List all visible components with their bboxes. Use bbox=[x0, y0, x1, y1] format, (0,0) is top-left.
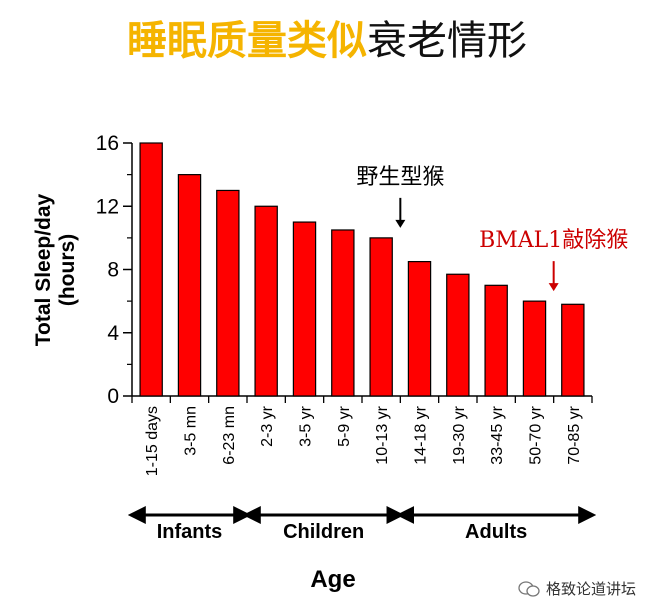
x-category-label: 5-9 yr bbox=[336, 405, 353, 447]
group-label: Adults bbox=[465, 521, 527, 543]
group-label: Infants bbox=[157, 521, 223, 543]
x-category-label: 14-18 yr bbox=[413, 405, 430, 464]
y-tick-label: 8 bbox=[107, 259, 119, 282]
bar-19-30-yr bbox=[446, 273, 470, 397]
chart-category-labels: 1-15 days 3-5 mn 6-23 mn 2-3 yr 3-5 yr 5-9 yr… bbox=[144, 405, 583, 476]
bar-5-9-yr bbox=[331, 229, 355, 397]
y-axis-label-unit: (hours) bbox=[56, 234, 79, 306]
page-title: 睡眠质量类似衰老情形 bbox=[0, 8, 654, 66]
y-tick-label: 0 bbox=[107, 385, 119, 408]
annotation-arrowhead bbox=[395, 219, 406, 228]
x-category-label: 19-30 yr bbox=[451, 405, 468, 464]
y-axis-label: Total Sleep/day bbox=[32, 193, 55, 346]
title-highlight: 睡眠质量类似 bbox=[127, 18, 367, 64]
x-category-label: 2-3 yr bbox=[259, 405, 276, 447]
group-label: Children bbox=[283, 521, 364, 543]
bar-3-5-mn bbox=[177, 174, 202, 397]
watermark-text: 格致论道讲坛 bbox=[545, 580, 636, 598]
y-tick-label: 4 bbox=[107, 322, 119, 345]
x-category-label: 50-70 yr bbox=[528, 405, 545, 464]
x-category-label: 33-45 yr bbox=[489, 405, 506, 464]
bar-14-18-yr bbox=[407, 260, 432, 397]
title-rest: 衰老情形 bbox=[367, 18, 527, 64]
x-category-label: 3-5 mn bbox=[183, 406, 200, 456]
wechat-icon bbox=[518, 580, 540, 597]
watermark: 格致论道讲坛 bbox=[518, 578, 636, 599]
x-category-label: 6-23 mn bbox=[221, 406, 238, 465]
bar-10-13-yr bbox=[369, 237, 393, 397]
bar-2-3-yr bbox=[254, 205, 278, 397]
annotation-label: 野生型猴 bbox=[356, 165, 444, 190]
y-tick-label: 16 bbox=[96, 132, 119, 155]
bar-3-5-yr bbox=[292, 221, 317, 397]
y-tick-label: 12 bbox=[96, 195, 119, 218]
bar-6-23-mn bbox=[216, 189, 240, 397]
bar-33-45-yr bbox=[484, 284, 508, 397]
x-category-label: 70-85 yr bbox=[566, 405, 583, 464]
bar-50-70-yr bbox=[522, 300, 547, 397]
chart-age-groups: Infants Children Adults bbox=[127, 506, 597, 543]
x-category-label: 3-5 yr bbox=[298, 405, 315, 447]
x-category-label: 10-13 yr bbox=[374, 405, 391, 464]
annotation-label: BMAL1敲除猴 bbox=[479, 228, 628, 253]
bar-70-85-yr bbox=[561, 303, 585, 397]
chart-annotations: 野生型猴 BMAL1敲除猴 bbox=[356, 165, 628, 292]
annotation-arrowhead bbox=[548, 283, 559, 292]
x-axis-label: Age bbox=[310, 566, 355, 593]
x-category-label: 1-15 days bbox=[144, 406, 161, 476]
chart-ticks: 0 4 8 12 16 bbox=[96, 132, 593, 408]
bar-1-15-days bbox=[139, 142, 163, 397]
chart-bars bbox=[139, 142, 585, 397]
